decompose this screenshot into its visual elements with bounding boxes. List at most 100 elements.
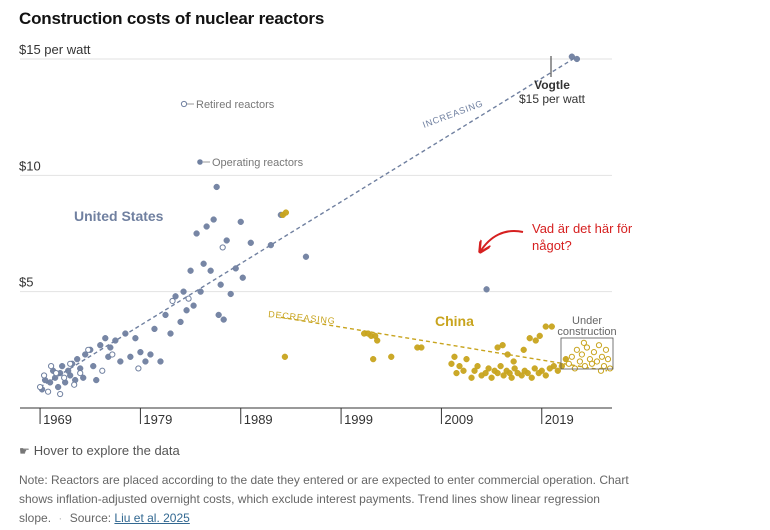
china-under-construction-point[interactable]: [595, 342, 603, 349]
us-operating-point[interactable]: [151, 325, 158, 333]
us-operating-point[interactable]: [190, 302, 197, 309]
us-operating-point[interactable]: [197, 288, 204, 295]
china-operating-point[interactable]: [542, 372, 549, 379]
china-under-construction-point[interactable]: [583, 344, 591, 351]
us-operating-point[interactable]: [82, 351, 89, 358]
us-operating-point[interactable]: [172, 293, 179, 300]
china-operating-point[interactable]: [474, 362, 481, 370]
us-operating-point[interactable]: [203, 223, 210, 230]
us-retired-point[interactable]: [67, 360, 74, 367]
china-operating-point[interactable]: [282, 209, 290, 216]
china-under-construction-point[interactable]: [597, 367, 605, 374]
china-operating-point[interactable]: [558, 362, 565, 370]
china-operating-point[interactable]: [418, 344, 425, 351]
us-operating-point[interactable]: [46, 379, 54, 386]
china-operating-point[interactable]: [468, 374, 475, 381]
china-operating-point[interactable]: [500, 372, 507, 379]
china-operating-point[interactable]: [562, 355, 569, 363]
us-retired-point[interactable]: [135, 365, 142, 372]
china-under-construction-point[interactable]: [573, 346, 580, 353]
us-operating-point[interactable]: [157, 358, 164, 365]
us-operating-point[interactable]: [137, 349, 144, 356]
china-under-construction-point[interactable]: [581, 363, 589, 370]
us-operating-point[interactable]: [187, 267, 194, 274]
us-retired-point[interactable]: [53, 369, 60, 377]
china-operating-point[interactable]: [388, 353, 395, 360]
china-under-construction-point[interactable]: [593, 358, 601, 365]
china-operating-point[interactable]: [281, 353, 289, 360]
us-operating-point[interactable]: [223, 237, 230, 244]
us-operating-point[interactable]: [93, 376, 100, 384]
china-under-construction-point[interactable]: [598, 353, 606, 360]
us-operating-point[interactable]: [102, 335, 109, 342]
china-operating-point[interactable]: [471, 367, 478, 374]
us-operating-point[interactable]: [210, 216, 217, 223]
china-operating-point[interactable]: [463, 355, 470, 363]
china-under-construction-point[interactable]: [568, 353, 575, 360]
china-operating-point[interactable]: [532, 337, 539, 344]
us-operating-point[interactable]: [147, 351, 154, 358]
us-operating-point[interactable]: [74, 355, 81, 363]
us-operating-point[interactable]: [58, 362, 66, 370]
china-operating-point[interactable]: [456, 362, 463, 370]
china-operating-point[interactable]: [460, 367, 467, 374]
china-under-construction-point[interactable]: [590, 349, 598, 356]
us-operating-point[interactable]: [573, 55, 581, 63]
us-operating-point[interactable]: [200, 260, 207, 267]
china-operating-point[interactable]: [510, 358, 517, 365]
china-under-construction-point[interactable]: [602, 346, 610, 353]
china-operating-point[interactable]: [548, 323, 555, 330]
china-under-construction-point[interactable]: [565, 360, 572, 367]
data-points[interactable]: [36, 53, 614, 398]
china-operating-point[interactable]: [526, 335, 533, 342]
china-operating-point[interactable]: [497, 362, 504, 370]
us-operating-point[interactable]: [97, 342, 104, 349]
us-operating-point[interactable]: [267, 241, 274, 249]
china-operating-point[interactable]: [520, 346, 527, 353]
us-operating-point[interactable]: [180, 288, 187, 295]
us-operating-point[interactable]: [483, 286, 490, 293]
us-operating-point[interactable]: [107, 344, 114, 351]
china-under-construction-point[interactable]: [580, 339, 588, 346]
china-operating-point[interactable]: [504, 351, 511, 358]
china-operating-point[interactable]: [536, 332, 543, 340]
us-retired-point[interactable]: [40, 372, 48, 379]
us-operating-point[interactable]: [237, 218, 244, 226]
china-operating-point[interactable]: [524, 369, 531, 377]
china-operating-point[interactable]: [482, 369, 489, 377]
us-retired-point[interactable]: [44, 388, 52, 395]
us-operating-point[interactable]: [127, 353, 134, 360]
china-operating-point[interactable]: [448, 360, 455, 367]
us-operating-point[interactable]: [112, 337, 119, 344]
us-operating-point[interactable]: [80, 374, 87, 381]
china-operating-point[interactable]: [538, 367, 545, 374]
us-retired-point[interactable]: [71, 381, 78, 388]
china-operating-point[interactable]: [508, 374, 515, 381]
china-operating-point[interactable]: [531, 365, 538, 372]
us-retired-point[interactable]: [61, 374, 68, 381]
us-operating-point[interactable]: [132, 335, 139, 342]
china-operating-point[interactable]: [528, 374, 535, 381]
us-operating-point[interactable]: [183, 307, 190, 314]
china-operating-point[interactable]: [453, 369, 460, 377]
china-under-construction-point[interactable]: [571, 365, 578, 372]
china-operating-point[interactable]: [488, 374, 495, 381]
us-operating-point[interactable]: [302, 253, 310, 260]
china-operating-point[interactable]: [374, 337, 381, 344]
us-operating-point[interactable]: [217, 281, 224, 288]
us-retired-point[interactable]: [219, 244, 226, 251]
china-operating-point[interactable]: [485, 365, 492, 372]
us-operating-point[interactable]: [177, 318, 184, 326]
us-retired-point[interactable]: [169, 297, 176, 305]
us-operating-point[interactable]: [239, 274, 246, 281]
china-operating-point[interactable]: [542, 323, 549, 330]
china-under-construction-point[interactable]: [588, 360, 596, 367]
us-operating-point[interactable]: [215, 311, 222, 319]
china-operating-point[interactable]: [518, 372, 525, 379]
us-retired-point[interactable]: [77, 369, 84, 377]
china-under-construction-point[interactable]: [606, 365, 614, 372]
china-operating-point[interactable]: [554, 367, 561, 374]
us-operating-point[interactable]: [227, 290, 234, 298]
us-retired-point[interactable]: [36, 383, 44, 391]
